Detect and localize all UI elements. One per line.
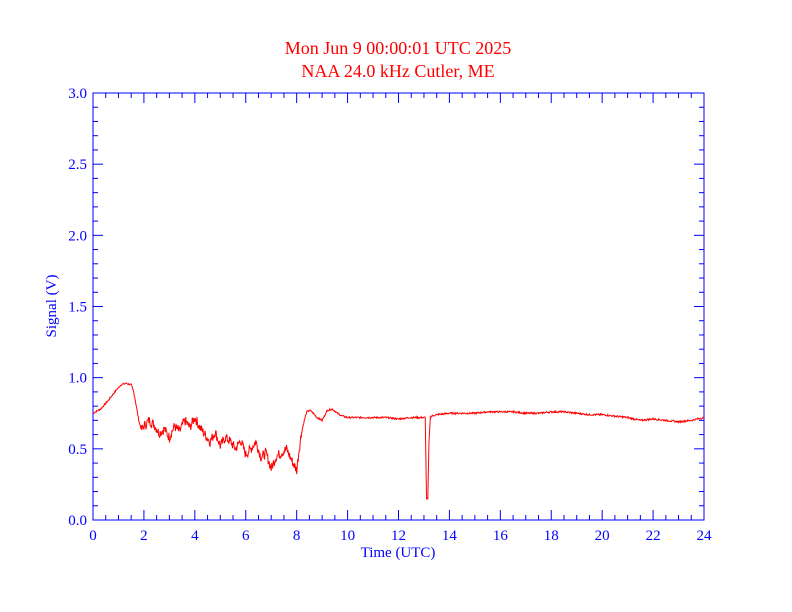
x-tick-label: 18 [544,528,559,544]
y-tick-label: 3.0 [68,86,87,102]
x-tick-label: 14 [442,528,458,544]
chart-title: Mon Jun 9 00:00:01 UTC 2025 [285,38,512,58]
x-tick-label: 6 [242,528,250,544]
plot-frame [92,92,705,521]
x-axis: 0 2 4 6 8 10 12 14 16 18 20 22 24 [89,93,712,544]
x-axis-label: Time (UTC) [361,545,436,561]
x-tick-label: 8 [293,528,301,544]
x-tick-label: 16 [493,528,509,544]
y-tick-label: 1.0 [68,371,87,387]
series-layer [92,381,705,501]
y-tick-label: 1.5 [68,300,87,316]
x-tick-label: 2 [140,528,148,544]
x-tick-label: 0 [89,528,97,544]
x-tick-label: 10 [340,528,355,544]
y-axis-label: Signal (V) [44,275,60,338]
y-tick-label: 0.0 [68,513,87,529]
x-tick-label: 20 [595,528,610,544]
x-tick-label: 22 [646,528,661,544]
y-tick-label: 2.0 [68,228,87,244]
signal-line [92,381,705,501]
y-tick-label: 2.5 [68,157,87,173]
x-tick-label: 24 [697,528,713,544]
y-axis: 0.0 0.5 1.0 1.5 2.0 2.5 3.0 [68,86,704,529]
y-tick-label: 0.5 [68,442,87,458]
x-tick-label: 12 [391,528,406,544]
x-tick-label: 4 [191,528,199,544]
chart-subtitle: NAA 24.0 kHz Cutler, ME [301,61,494,81]
